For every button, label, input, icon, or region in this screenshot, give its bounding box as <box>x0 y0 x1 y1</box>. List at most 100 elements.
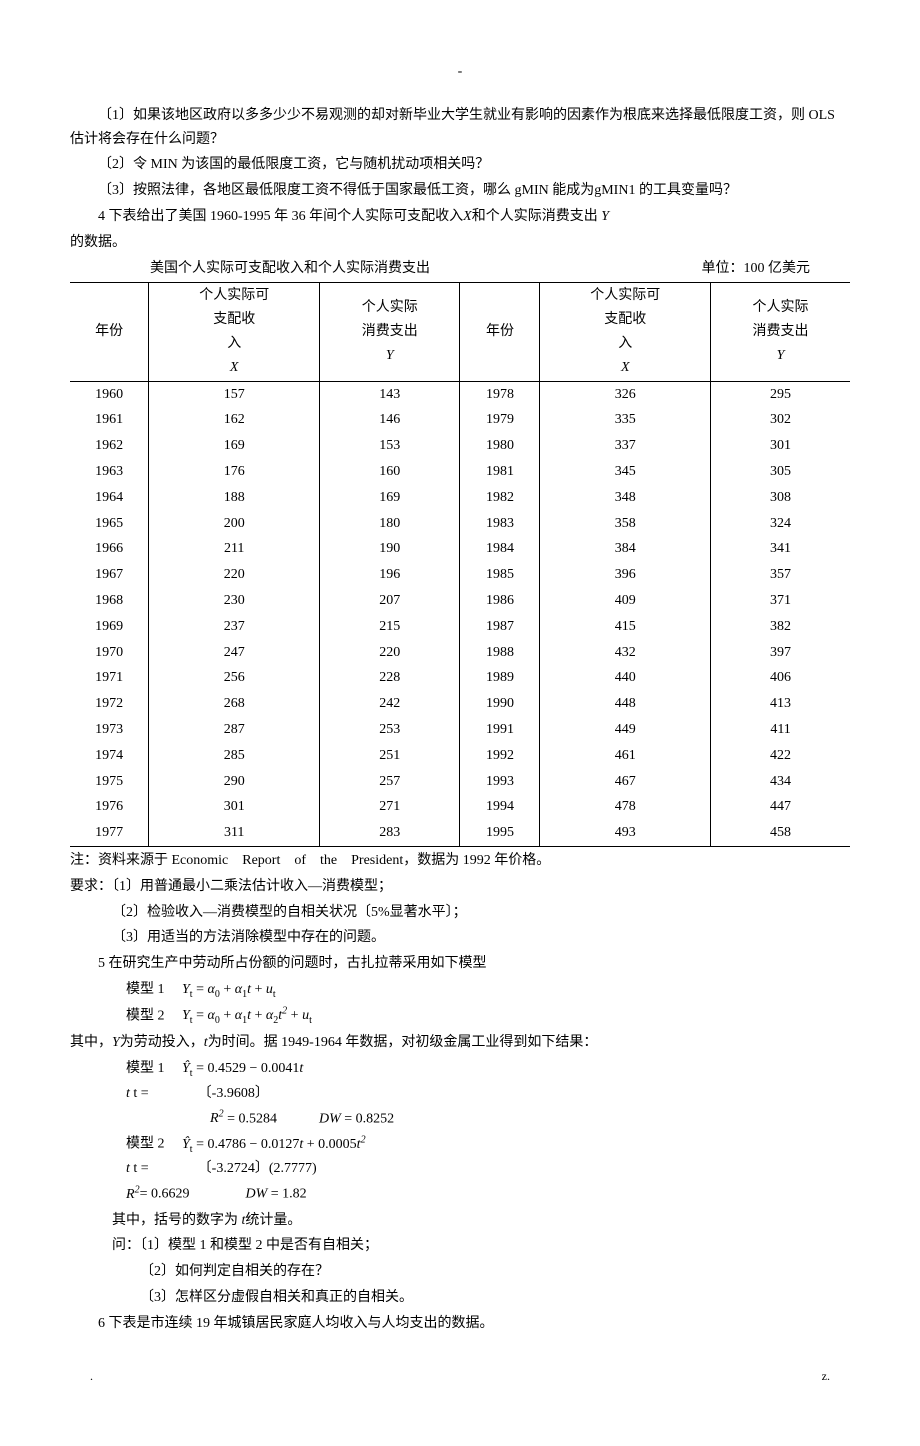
table-cell: 169 <box>149 433 320 459</box>
table-cell: 493 <box>540 820 711 846</box>
table-cell: 448 <box>540 691 711 717</box>
table-cell: 345 <box>540 459 711 485</box>
table-cell: 301 <box>711 433 850 459</box>
table-cell: 371 <box>711 588 850 614</box>
th-income1-var: X <box>230 360 239 375</box>
result1-stats: R2 = 0.5284 DW = 0.8252 <box>210 1106 850 1131</box>
table-cell: 215 <box>320 614 460 640</box>
table-row: 19712562281989440406 <box>70 665 850 691</box>
para-4: 4 下表给出了美国 1960-1995 年 36 年间个人实际可支配收入X和个人… <box>70 205 850 229</box>
table-cell: 1992 <box>460 743 540 769</box>
table-cell: 1995 <box>460 820 540 846</box>
table-cell: 1976 <box>70 794 149 820</box>
table-cell: 1962 <box>70 433 149 459</box>
result2-t: t t = 〔-3.2724〕(2.7777) <box>126 1157 850 1181</box>
result1-r2: = 0.5284 <box>224 1111 277 1126</box>
table-cell: 162 <box>149 407 320 433</box>
req-2: 〔2〕检验收入—消费模型的自相关状况〔5%显著水平〕； <box>70 901 850 925</box>
table-cell: 176 <box>149 459 320 485</box>
table-cell: 1961 <box>70 407 149 433</box>
foot-right: z. <box>822 1366 830 1386</box>
table-cell: 413 <box>711 691 850 717</box>
result1-t-val: t = 〔-3.9608〕 <box>133 1086 268 1101</box>
table-cell: 188 <box>149 485 320 511</box>
table-cell: 411 <box>711 717 850 743</box>
table-cell: 169 <box>320 485 460 511</box>
var-y: Y <box>601 209 609 224</box>
table-cell: 440 <box>540 665 711 691</box>
table-cell: 337 <box>540 433 711 459</box>
table-cell: 1979 <box>460 407 540 433</box>
para-q3: 〔3〕按照法律，各地区最低限度工资不得低于国家最低工资，哪么 gMIN 能成为g… <box>70 179 850 203</box>
page-footer: . z. <box>70 1366 850 1386</box>
table-row: 19742852511992461422 <box>70 743 850 769</box>
table-cell: 434 <box>711 769 850 795</box>
table-cell: 1993 <box>460 769 540 795</box>
table-cell: 326 <box>540 381 711 407</box>
table-cell: 287 <box>149 717 320 743</box>
table-cell: 406 <box>711 665 850 691</box>
table-cell: 271 <box>320 794 460 820</box>
p5c-b: 统计量。 <box>245 1213 301 1228</box>
para-5c: 其中，括号的数字为 t统计量。 <box>70 1209 850 1233</box>
table-cell: 308 <box>711 485 850 511</box>
table-row: 19773112831995493458 <box>70 820 850 846</box>
table-cell: 1970 <box>70 640 149 666</box>
para-q1: 〔1〕如果该地区政府以多多少少不易观测的却对新毕业大学生就业有影响的因素作为根底… <box>70 104 850 152</box>
table-cell: 242 <box>320 691 460 717</box>
table-cell: 1975 <box>70 769 149 795</box>
table-cell: 1986 <box>460 588 540 614</box>
table-cell: 1994 <box>460 794 540 820</box>
table-cell: 253 <box>320 717 460 743</box>
table-row: 19601571431978326295 <box>70 381 850 407</box>
p4-and: 和个人实际消费支出 <box>472 209 602 224</box>
table-cell: 285 <box>149 743 320 769</box>
th-cons2-var: Y <box>777 348 785 363</box>
table-cell: 301 <box>149 794 320 820</box>
table-cell: 1990 <box>460 691 540 717</box>
table-cell: 200 <box>149 511 320 537</box>
th-cons2-l1: 个人实际 <box>753 300 809 315</box>
table-row: 19672201961985396357 <box>70 562 850 588</box>
table-cell: 1973 <box>70 717 149 743</box>
table-cell: 358 <box>540 511 711 537</box>
table-row: 19631761601981345305 <box>70 459 850 485</box>
table-cell: 382 <box>711 614 850 640</box>
table-cell: 478 <box>540 794 711 820</box>
table-cell: 180 <box>320 511 460 537</box>
table-cell: 1983 <box>460 511 540 537</box>
p5c-a: 其中，括号的数字为 <box>112 1213 242 1228</box>
table-row: 19621691531980337301 <box>70 433 850 459</box>
table-cell: 230 <box>149 588 320 614</box>
th-income1-l2: 支配收 <box>213 312 255 327</box>
table-cell: 1963 <box>70 459 149 485</box>
table-cell: 348 <box>540 485 711 511</box>
table-cell: 422 <box>711 743 850 769</box>
p5b-c: 为时间。据 1949-1964 年数据，对初级金属工业得到如下结果： <box>208 1035 598 1050</box>
table-cell: 458 <box>711 820 850 846</box>
th-cons1: 个人实际 消费支出 Y <box>320 283 460 381</box>
table-cell: 1981 <box>460 459 540 485</box>
table-note: 注：资料来源于 Economic Report of the President… <box>70 849 850 873</box>
table-cell: 467 <box>540 769 711 795</box>
req-3: 〔3〕用适当的方法消除模型中存在的问题。 <box>70 926 850 950</box>
result2-eq: 模型 2 Ŷt = 0.4786 − 0.0127t + 0.0005t2 <box>126 1131 850 1157</box>
result2-stats: R2= 0.6629 DW = 1.82 <box>126 1181 850 1206</box>
th-year2: 年份 <box>460 283 540 381</box>
q-3: 〔3〕怎样区分虚假自相关和真正的自相关。 <box>70 1286 850 1310</box>
table-row: 19752902571993467434 <box>70 769 850 795</box>
model1-label: 模型 1 <box>126 982 165 997</box>
table-cell: 290 <box>149 769 320 795</box>
table-cell: 295 <box>711 381 850 407</box>
table-cell: 1968 <box>70 588 149 614</box>
table-cell: 1988 <box>460 640 540 666</box>
table-cell: 268 <box>149 691 320 717</box>
table-cell: 449 <box>540 717 711 743</box>
result1-dw: = 0.8252 <box>341 1111 394 1126</box>
table-cell: 1972 <box>70 691 149 717</box>
table-row: 19702472201988432397 <box>70 640 850 666</box>
table-cell: 1984 <box>460 536 540 562</box>
page-dash: - <box>70 60 850 84</box>
table-cell: 1971 <box>70 665 149 691</box>
q-1: 问：〔1〕模型 1 和模型 2 中是否有自相关； <box>70 1234 850 1258</box>
